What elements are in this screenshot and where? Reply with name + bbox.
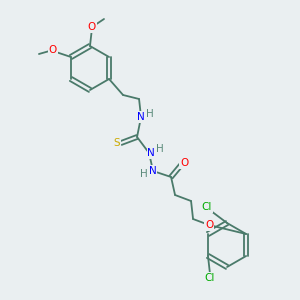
Text: O: O [180, 158, 188, 168]
Text: H: H [156, 144, 164, 154]
Text: Cl: Cl [205, 273, 215, 283]
Text: O: O [88, 22, 96, 32]
Text: S: S [114, 138, 120, 148]
Text: N: N [147, 148, 155, 158]
Text: O: O [49, 45, 57, 55]
Text: O: O [205, 220, 213, 230]
Text: N: N [137, 112, 145, 122]
Text: Cl: Cl [202, 202, 212, 212]
Text: N: N [149, 166, 157, 176]
Text: H: H [146, 109, 154, 119]
Text: H: H [140, 169, 148, 179]
